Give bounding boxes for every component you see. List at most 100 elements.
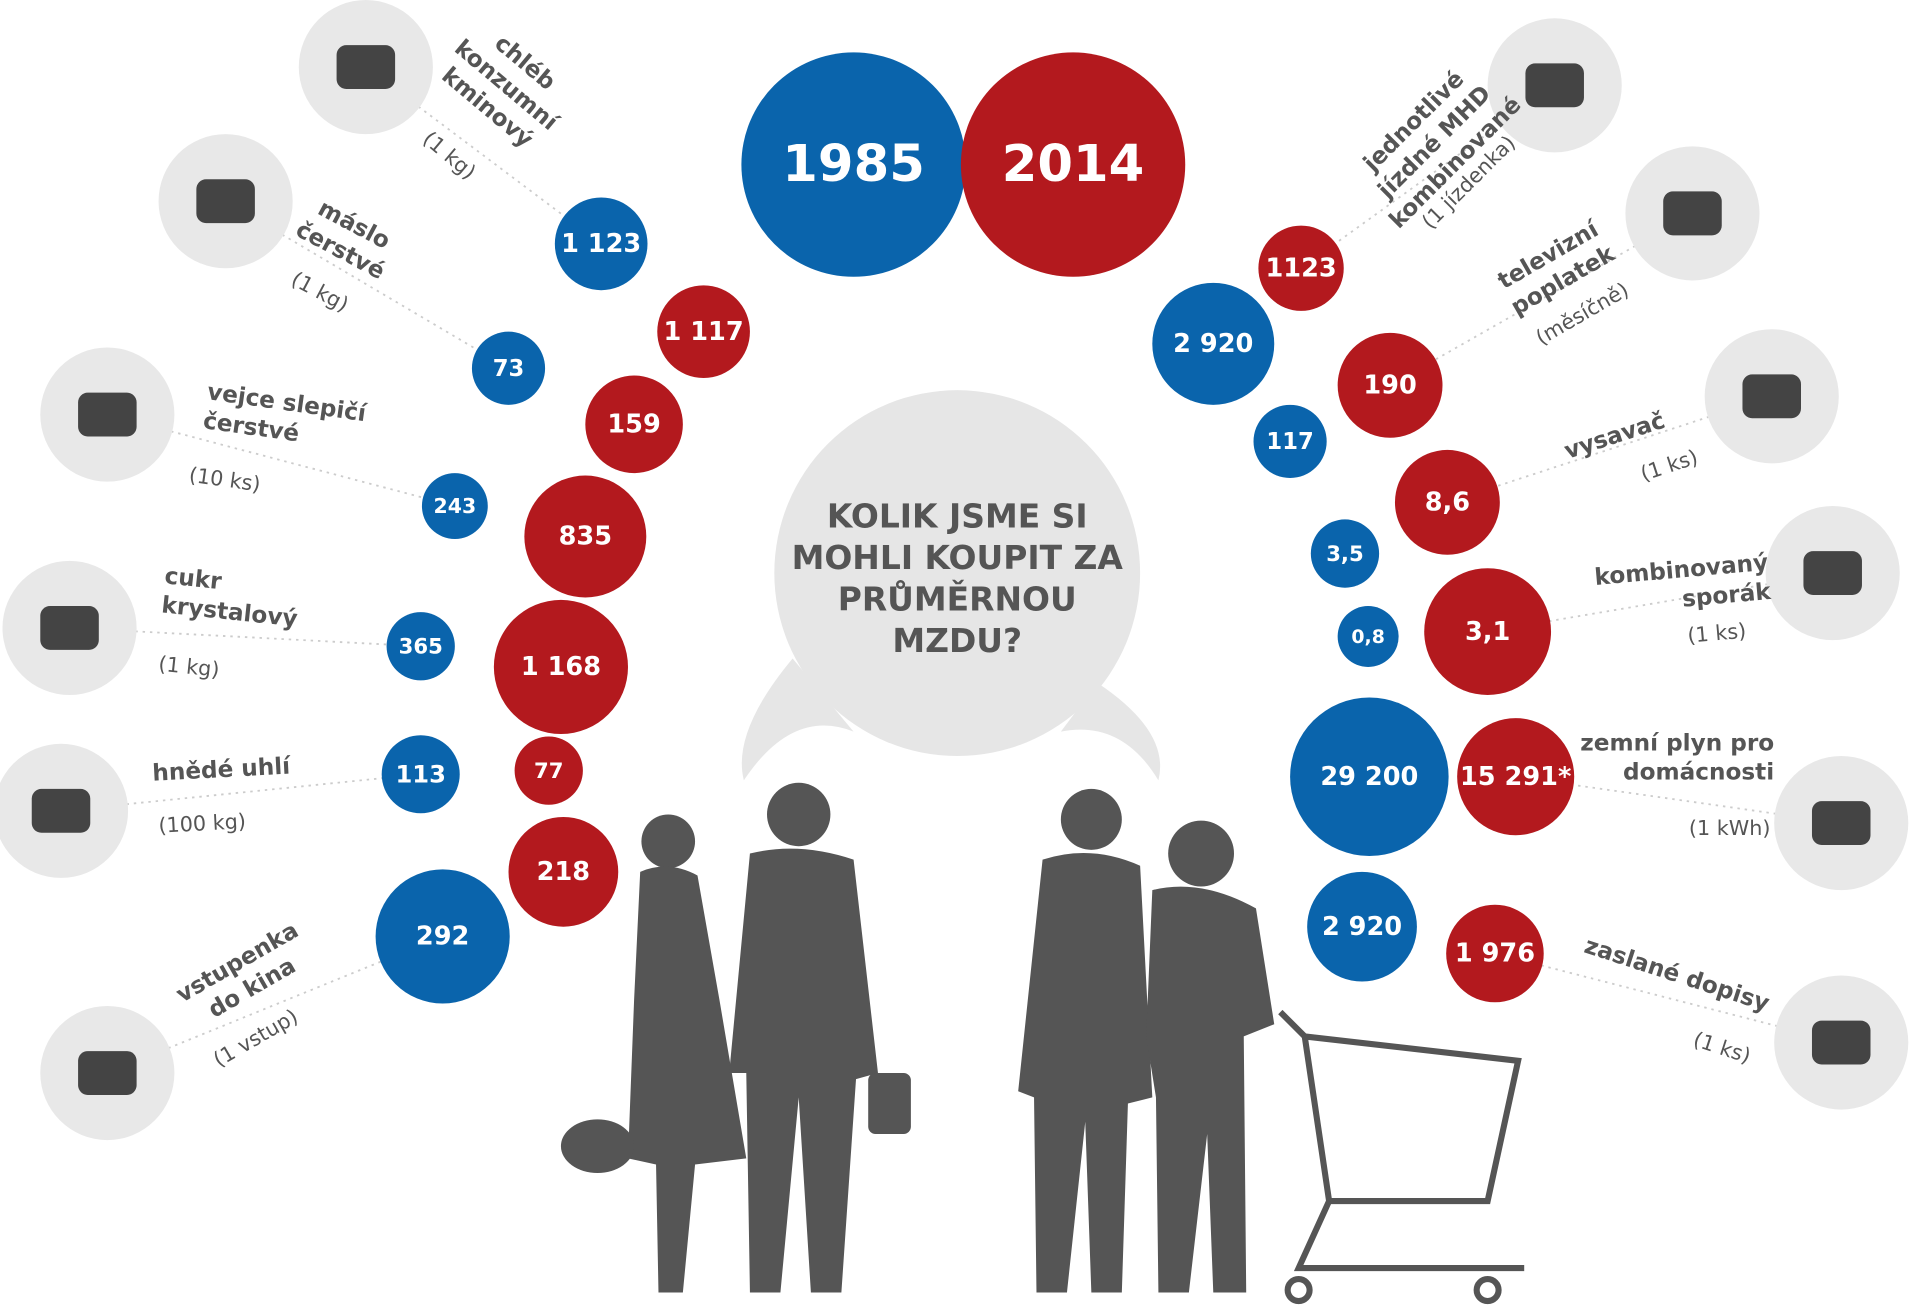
label: zaslané dopisy bbox=[1581, 933, 1772, 1017]
legend-label: 2014 bbox=[1002, 134, 1145, 194]
silhouette bbox=[1018, 852, 1153, 1293]
value-bubble bbox=[1290, 697, 1449, 856]
silhouettes bbox=[560, 782, 1525, 1305]
question-line: MOHLI KOUPIT ZA bbox=[792, 538, 1124, 577]
value-bubble bbox=[585, 375, 683, 474]
item: hnědé uhlí (100 kg) 113 77 bbox=[0, 735, 583, 878]
icon bbox=[1663, 191, 1722, 236]
silhouette bbox=[1060, 788, 1122, 850]
value-bubble bbox=[493, 599, 628, 735]
value-bubble bbox=[1310, 519, 1380, 588]
value-label: 190 bbox=[1363, 371, 1416, 401]
leader-line bbox=[1447, 395, 1773, 504]
value-label: 159 bbox=[607, 410, 660, 440]
icon bbox=[1742, 374, 1801, 419]
question-line: MZDU? bbox=[892, 621, 1022, 660]
speech-tail bbox=[741, 658, 854, 781]
item-unit: (1 ks) bbox=[1686, 619, 1747, 648]
value-label: 77 bbox=[534, 758, 563, 783]
value-label: 1 123 bbox=[561, 229, 641, 259]
value-label: 113 bbox=[395, 760, 446, 788]
item-unit: (1 kg) bbox=[157, 652, 220, 682]
item-unit: (1 kg) bbox=[287, 267, 352, 317]
value-bubble bbox=[421, 473, 488, 539]
item-unit: (10 ks) bbox=[188, 463, 263, 497]
silhouette bbox=[628, 866, 747, 1293]
value-label: 292 bbox=[416, 922, 469, 952]
value-bubble bbox=[1446, 904, 1544, 1003]
icon bbox=[1803, 551, 1862, 596]
value-label: 3,5 bbox=[1326, 541, 1363, 566]
label: zemní plyn pro domácnosti bbox=[1580, 730, 1774, 785]
icon bbox=[78, 1051, 137, 1095]
basket bbox=[560, 1119, 635, 1173]
icon bbox=[1811, 1020, 1871, 1065]
silhouette bbox=[641, 814, 696, 869]
value-label: 117 bbox=[1266, 429, 1313, 455]
legend-label: 1985 bbox=[782, 134, 925, 194]
icon bbox=[31, 788, 91, 833]
value-label: 15 291* bbox=[1460, 762, 1571, 792]
item-unit: (100 kg) bbox=[158, 809, 247, 838]
value-bubble bbox=[381, 735, 460, 814]
legend-1985 bbox=[741, 52, 966, 277]
legend-2014 bbox=[960, 52, 1186, 277]
value-label: 0,8 bbox=[1351, 626, 1384, 648]
value-label: 29 200 bbox=[1320, 762, 1418, 792]
silhouette bbox=[1168, 820, 1235, 887]
silhouette bbox=[767, 782, 831, 847]
value-bubble bbox=[386, 612, 455, 681]
value-bubble bbox=[471, 331, 546, 405]
item-label: hnědé uhlí bbox=[152, 754, 292, 787]
value-label: 73 bbox=[493, 356, 525, 382]
item: zemní plyn pro domácnosti (1 kWh) 29 200 15 … bbox=[1290, 697, 1909, 891]
value-label: 1 168 bbox=[521, 652, 601, 682]
value-bubble bbox=[657, 285, 750, 378]
speech-circle bbox=[774, 390, 1141, 756]
question-line: KOLIK JSME SI bbox=[827, 497, 1088, 536]
value-label: 1123 bbox=[1265, 253, 1336, 283]
bag bbox=[868, 1073, 911, 1134]
value-label: 1 117 bbox=[664, 317, 744, 347]
value-label: 8,6 bbox=[1425, 488, 1470, 518]
value-bubble bbox=[1258, 225, 1344, 311]
value-label: 3,1 bbox=[1465, 617, 1510, 647]
question-line: PRŮMĚRNOU bbox=[838, 579, 1077, 619]
legend: 1985 2014 bbox=[741, 52, 1186, 277]
speech-tail bbox=[1060, 682, 1161, 781]
value-bubble bbox=[1424, 568, 1552, 696]
item-label: vysavač bbox=[1561, 408, 1668, 465]
value-label: 1 976 bbox=[1455, 939, 1535, 969]
item-label: zemní plyn pro bbox=[1580, 730, 1774, 756]
item-label: domácnosti bbox=[1623, 760, 1774, 786]
value-label: 2 920 bbox=[1173, 329, 1253, 359]
value-bubble bbox=[1394, 449, 1500, 555]
item-unit: (1 ks) bbox=[1637, 445, 1700, 486]
icon bbox=[1811, 801, 1871, 845]
value-label: 835 bbox=[559, 522, 612, 552]
value-bubble bbox=[508, 816, 619, 927]
value-bubble bbox=[554, 197, 648, 291]
item-unit: (1 kWh) bbox=[1689, 816, 1771, 840]
icon bbox=[40, 606, 99, 650]
value-bubble bbox=[375, 869, 510, 1004]
cart bbox=[1278, 1009, 1525, 1305]
value-bubble bbox=[1337, 332, 1443, 438]
item-unit: (1 ks) bbox=[1690, 1027, 1753, 1068]
value-label: 365 bbox=[399, 633, 443, 658]
leader-line bbox=[365, 66, 602, 245]
item-label: sporák bbox=[1681, 579, 1772, 613]
icon bbox=[78, 392, 137, 437]
item-label: krystalový bbox=[160, 592, 298, 632]
item: zaslané dopisy (1 ks) 2 920 1 976 bbox=[1307, 871, 1909, 1110]
